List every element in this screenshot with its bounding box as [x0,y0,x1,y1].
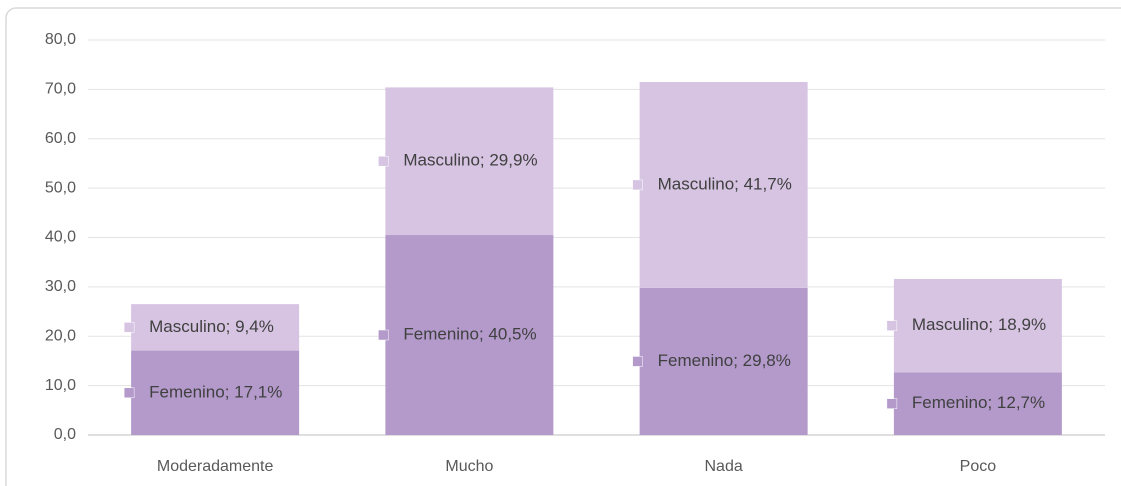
label-key [378,329,389,341]
y-tick-label: 80,0 [45,31,76,48]
bar-segment [385,87,554,236]
label-key [632,356,643,367]
bar-segment [131,350,300,435]
x-tick-label: Nada [705,458,743,475]
data-label: Masculino; 18,9% [912,315,1046,334]
x-tick-label: Mucho [445,458,493,475]
bar-segment [893,278,1062,373]
data-label: Masculino; 29,9% [403,151,537,170]
data-label: Masculino; 9,4% [149,317,274,336]
data-label: Femenino; 12,7% [912,393,1045,412]
x-tick-label: Moderadamente [157,458,274,475]
data-label: Masculino; 41,7% [658,174,792,193]
label-key [123,387,135,399]
chart-border [5,7,1121,486]
bar-segment [639,81,808,288]
y-tick-label: 60,0 [45,130,76,147]
label-key [378,155,389,167]
bar-segment [639,287,808,435]
y-tick-label: 0,0 [54,426,76,443]
y-tick-label: 70,0 [45,81,76,98]
data-label: Femenino; 17,1% [149,382,282,401]
label-key [632,179,643,191]
label-key [886,398,898,409]
y-tick-label: 10,0 [45,377,76,394]
label-key [123,322,135,333]
data-label: Femenino; 29,8% [658,351,791,370]
data-label: Femenino; 40,5% [403,325,536,344]
y-tick-label: 30,0 [45,278,76,295]
y-tick-label: 20,0 [45,327,76,344]
label-key [886,320,898,331]
bar-segment [385,235,554,435]
x-tick-label: Poco [960,458,997,475]
y-tick-label: 40,0 [45,229,76,246]
y-tick-label: 50,0 [45,179,76,196]
bar-segment [131,304,300,351]
bar-segment [893,372,1062,435]
